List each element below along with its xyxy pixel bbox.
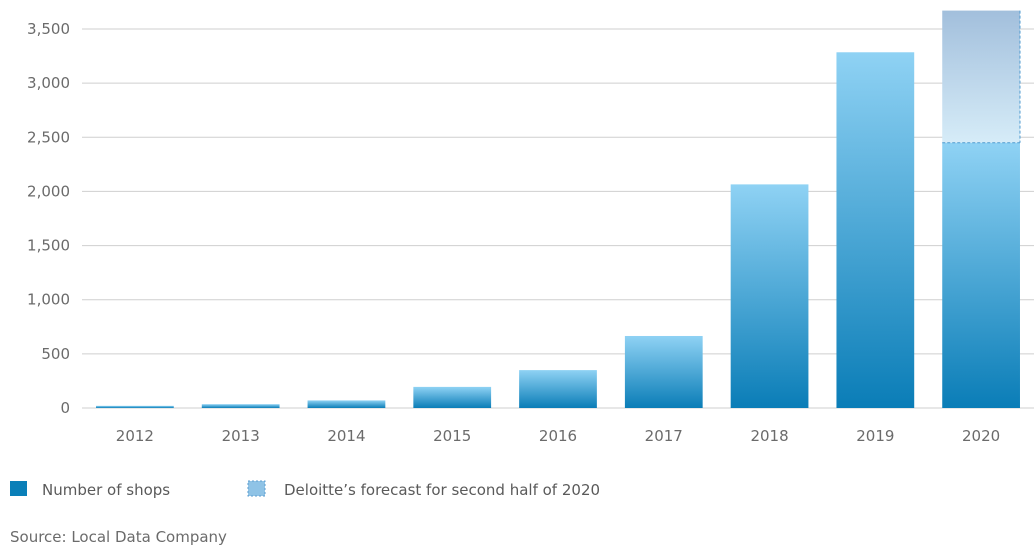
- x-axis-ticks: 2012 2013 2014 2015 2016 2017 2018 2019 2020: [116, 427, 1000, 445]
- x-tick-label: 2018: [750, 427, 788, 445]
- y-tick-label: 1,500: [27, 237, 70, 255]
- x-tick-label: 2019: [856, 427, 894, 445]
- bar-2019-number-of-shops: [836, 52, 915, 408]
- legend-label-number-of-shops: Number of shops: [42, 481, 170, 499]
- y-tick-label: 2,500: [27, 128, 70, 146]
- x-tick-label: 2020: [962, 427, 1000, 445]
- y-tick-label: 500: [41, 345, 70, 363]
- x-tick-label: 2017: [645, 427, 683, 445]
- y-tick-label: 3,000: [27, 74, 70, 92]
- legend: Number of shops Deloitte’s forecast for …: [10, 480, 600, 499]
- bar-2016-number-of-shops: [519, 370, 597, 408]
- y-tick-label: 2,000: [27, 182, 70, 200]
- bar-2015-number-of-shops: [413, 386, 492, 408]
- bar-2018-number-of-shops: [730, 184, 809, 408]
- bar-2020-forecast: [942, 10, 1020, 143]
- bar-2017-number-of-shops: [624, 335, 703, 408]
- bar-2014-number-of-shops: [307, 400, 386, 408]
- source-note: Source: Local Data Company: [10, 528, 227, 546]
- grid-lines: [82, 28, 1034, 409]
- y-axis-ticks: 0 500 1,000 1,500 2,000 2,500 3,000 3,500: [27, 20, 70, 417]
- x-tick-label: 2016: [539, 427, 577, 445]
- y-tick-label: 0: [60, 399, 70, 417]
- y-tick-label: 1,000: [27, 291, 70, 309]
- x-tick-label: 2014: [327, 427, 365, 445]
- legend-label-forecast: Deloitte’s forecast for second half of 2…: [284, 481, 600, 499]
- x-tick-label: 2015: [433, 427, 471, 445]
- bar-2020-number-of-shops: [942, 142, 1020, 408]
- x-tick-label: 2013: [222, 427, 260, 445]
- y-tick-label: 3,500: [27, 20, 70, 38]
- legend-swatch-number-of-shops: [10, 481, 27, 496]
- bar-2012-number-of-shops: [96, 405, 174, 408]
- x-tick-label: 2012: [116, 427, 154, 445]
- bars: [96, 10, 1021, 408]
- legend-swatch-forecast: [247, 480, 266, 497]
- bar-2013-number-of-shops: [201, 404, 280, 408]
